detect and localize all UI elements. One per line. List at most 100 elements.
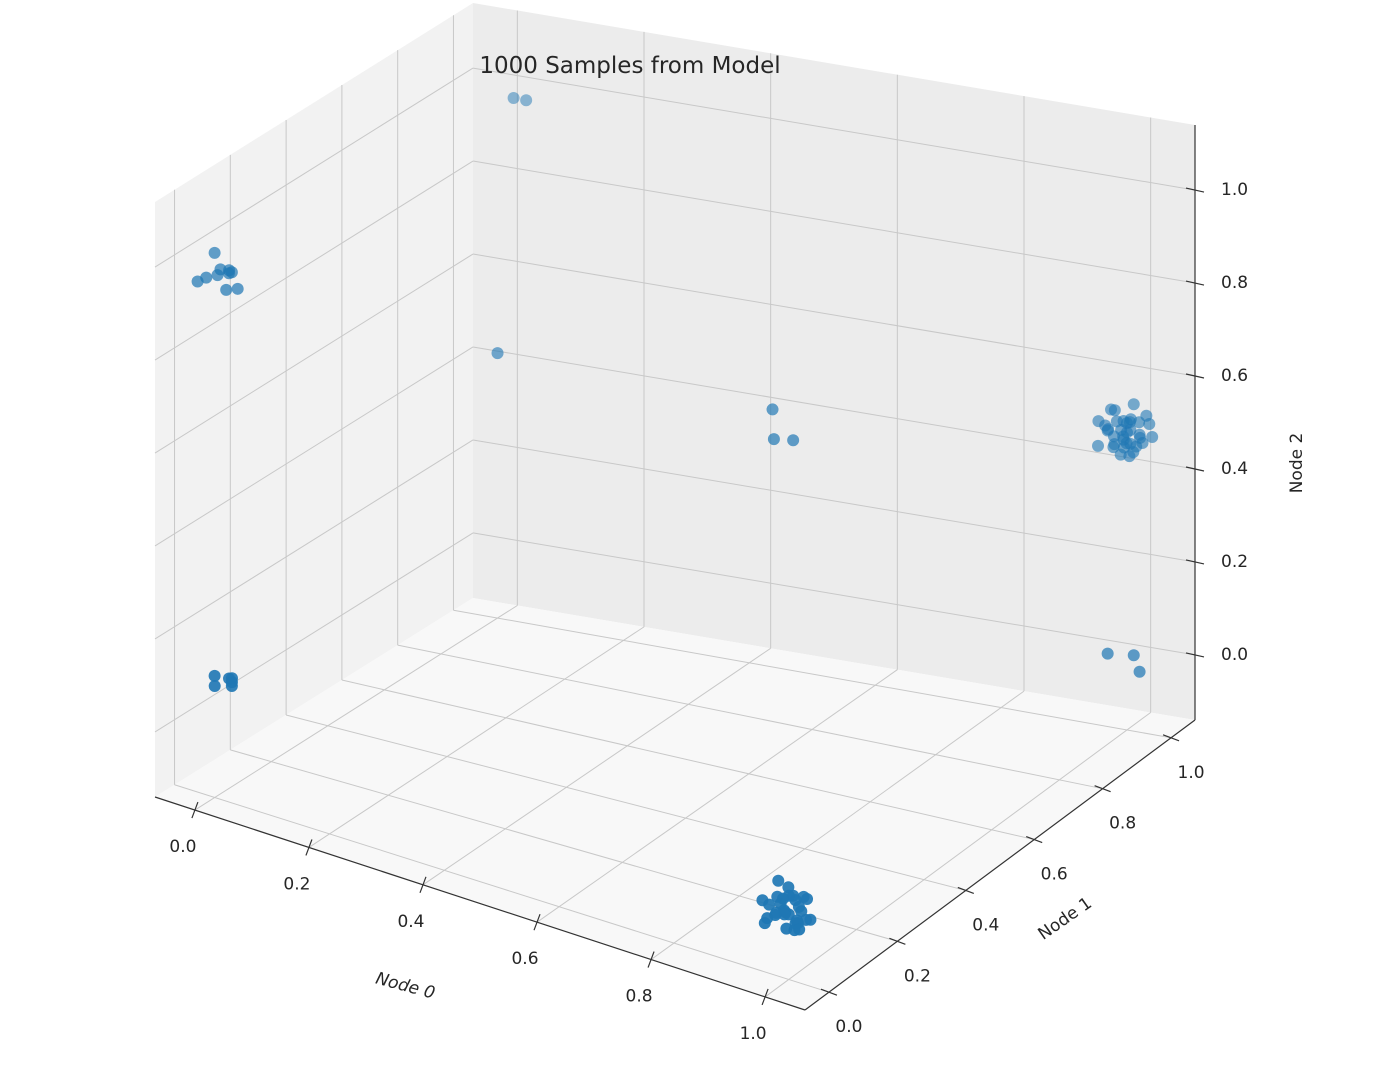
- left-pane: [155, 3, 473, 797]
- scatter-point: [223, 264, 236, 277]
- x-tick-mark: [191, 801, 199, 819]
- z-tick-label: 0.2: [1221, 552, 1248, 572]
- scatter-point: [1092, 415, 1105, 428]
- scatter-point: [1146, 430, 1159, 443]
- y-tick-mark: [957, 886, 975, 895]
- axis-panes: [155, 3, 1195, 1010]
- scatter-point: [1101, 647, 1114, 660]
- scatter-point: [1120, 437, 1133, 450]
- grid-line: [154, 160, 474, 361]
- grid-line: [397, 644, 1103, 790]
- scatter-point: [1092, 439, 1105, 452]
- scatter-point: [491, 347, 504, 360]
- scatter-point: [208, 246, 221, 259]
- z-tick-mark: [1185, 280, 1205, 286]
- data-points: [191, 91, 1159, 937]
- z-tick-mark: [1185, 187, 1205, 193]
- scatter-point: [507, 91, 520, 104]
- z-tick-label: 1.0: [1221, 180, 1248, 200]
- grid-lines: [154, 10, 1196, 998]
- y-tick-label: 0.4: [972, 915, 999, 935]
- y-tick-mark: [820, 988, 838, 996]
- axis-lines: [154, 125, 1205, 1011]
- scatter-point: [766, 403, 779, 416]
- y-tick-label: 0.2: [904, 966, 931, 986]
- scatter-point: [520, 94, 533, 107]
- tick-labels: 0.0 0.2 0.4 0.6 0.8 1.0 0.0 0.2 0.4 0.6 0.8 1.0 0.0 0…: [169, 180, 1248, 1044]
- scatter-point: [787, 434, 800, 447]
- x-tick-label: 0.0: [169, 837, 196, 857]
- scatter-point: [1133, 416, 1146, 429]
- z-axis-label: Node 2: [1287, 433, 1307, 494]
- scatter-point: [208, 679, 221, 692]
- z-tick-mark: [1185, 466, 1205, 472]
- x-tick-label: 0.6: [511, 949, 538, 969]
- x-tick-label: 0.2: [283, 874, 310, 894]
- grid-line: [472, 439, 1196, 563]
- scatter-point: [758, 917, 771, 930]
- grid-line: [472, 346, 1196, 470]
- z-tick-mark: [1185, 373, 1205, 379]
- z-tick-label: 0.6: [1221, 366, 1248, 386]
- y-tick-label: 0.6: [1041, 865, 1068, 885]
- scatter-point: [1127, 398, 1140, 411]
- x-tick-mark: [419, 876, 427, 894]
- scatter-point: [208, 669, 221, 682]
- grid-line: [472, 253, 1196, 377]
- scatter-point: [772, 874, 785, 887]
- chart-title: 1000 Samples from Model: [479, 53, 780, 79]
- x-tick-mark: [533, 913, 541, 931]
- scatter-point: [1110, 415, 1123, 428]
- scatter-point: [767, 433, 780, 446]
- scatter-point: [790, 914, 803, 927]
- grid-line: [194, 605, 518, 811]
- z-tick-label: 0.0: [1221, 645, 1248, 665]
- grid-line: [154, 253, 474, 454]
- z-tick-label: 0.4: [1221, 459, 1248, 479]
- grid-line: [472, 67, 1196, 191]
- x-tick-label: 0.4: [397, 912, 424, 932]
- y-axis-label: Node 1: [1035, 893, 1096, 944]
- x-tick-mark: [761, 988, 769, 1006]
- scatter-point: [225, 672, 238, 685]
- y-tick-label: 1.0: [1178, 763, 1205, 783]
- grid-line: [285, 714, 966, 891]
- scatter-point: [1143, 418, 1156, 431]
- scatter-point: [1133, 665, 1146, 678]
- grid-line: [341, 679, 1035, 841]
- x-tick-mark: [305, 839, 313, 856]
- y-tick-label: 0.8: [1109, 814, 1136, 834]
- y-tick-mark: [889, 937, 906, 945]
- grid-line: [472, 532, 1196, 656]
- y-tick-mark: [1094, 785, 1111, 793]
- back-pane: [473, 3, 1195, 720]
- grid-line: [536, 669, 898, 923]
- scatter-point: [211, 269, 224, 282]
- grid-line: [174, 784, 830, 993]
- grid-line: [764, 712, 1151, 998]
- scatter-point: [756, 894, 769, 907]
- grid-line: [154, 67, 474, 268]
- z-tick-mark: [1185, 652, 1205, 658]
- y-tick-mark: [1025, 835, 1043, 844]
- scatter-point: [1107, 441, 1120, 454]
- y-axis-line: [804, 719, 1196, 1011]
- scatter-point: [191, 275, 204, 288]
- grid-line: [422, 647, 771, 886]
- x-tick-label: 1.0: [740, 1024, 767, 1044]
- scatter-point: [220, 283, 233, 296]
- y-tick-mark: [1162, 734, 1180, 742]
- x-axis-label: Node 0: [373, 969, 437, 1004]
- grid-line: [154, 346, 474, 547]
- grid-line: [650, 690, 1025, 960]
- grid-line: [472, 160, 1196, 284]
- y-tick-label: 0.0: [835, 1017, 862, 1037]
- scatter-point: [793, 923, 806, 936]
- grid-line: [453, 609, 1172, 739]
- x-tick-label: 0.8: [626, 987, 653, 1007]
- scatter-point: [1127, 649, 1140, 662]
- x-axis-line: [154, 796, 806, 1011]
- z-tick-mark: [1185, 559, 1205, 565]
- scatter-point: [1105, 403, 1118, 416]
